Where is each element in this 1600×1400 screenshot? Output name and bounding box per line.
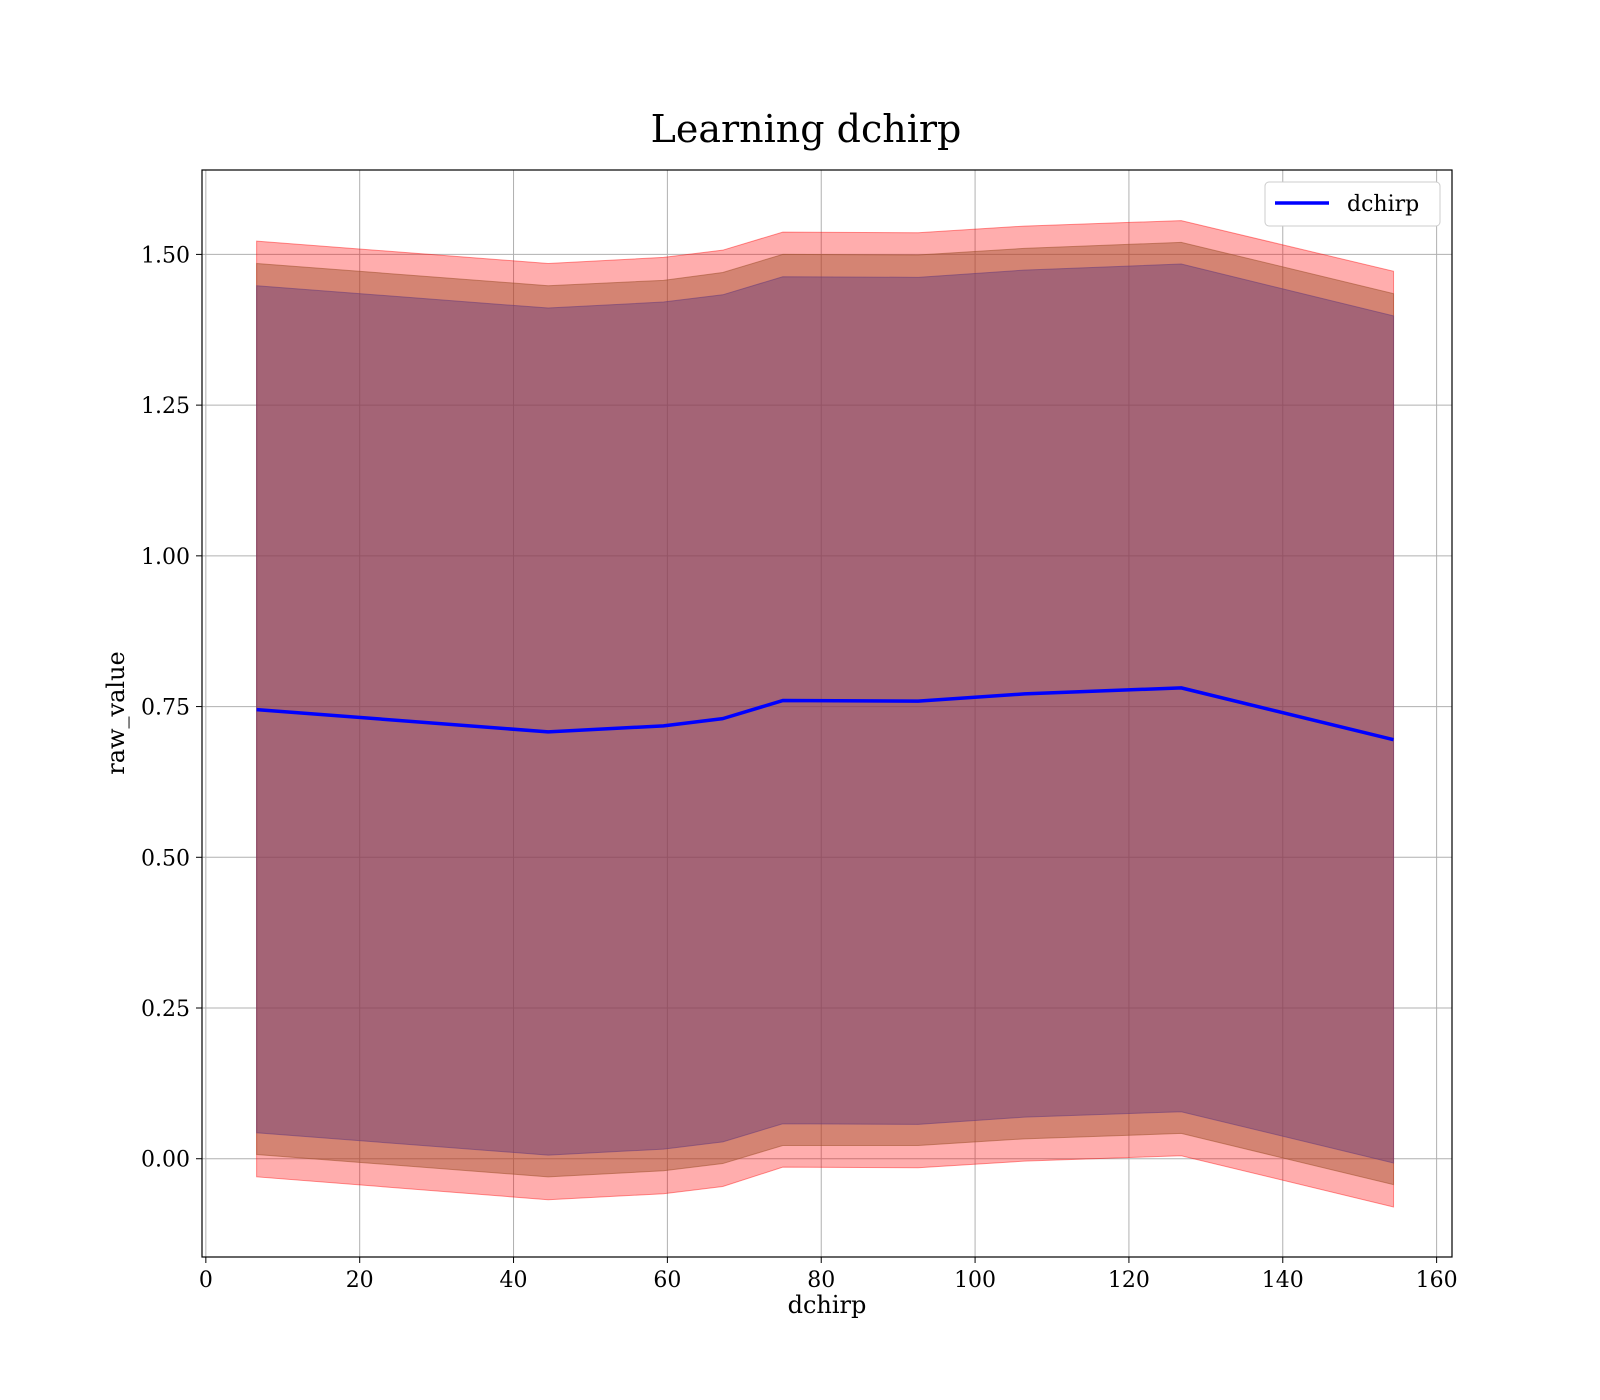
y-axis-label: raw_value bbox=[102, 651, 130, 775]
x-tick-label-8: 160 bbox=[1416, 1268, 1458, 1293]
band-1 bbox=[256, 241, 1395, 1186]
band-2 bbox=[256, 263, 1395, 1164]
legend-label-dchirp: dchirp bbox=[1347, 192, 1419, 217]
x-tick-label-5: 100 bbox=[954, 1268, 996, 1293]
series-lines bbox=[256, 686, 1394, 742]
grid-layer bbox=[202, 170, 1452, 1257]
y-tick-label-3: 0.75 bbox=[141, 696, 190, 721]
band-0 bbox=[256, 220, 1395, 1208]
y-tick-label-4: 1.00 bbox=[141, 545, 190, 570]
x-tick-label-7: 140 bbox=[1262, 1268, 1304, 1293]
legend-box bbox=[1264, 181, 1441, 227]
axis-ticks: 0 20 40 60 80 100 120 140 160 0.00 0.25 0.50 0.75 1.0… bbox=[141, 243, 1458, 1293]
x-tick-label-6: 120 bbox=[1108, 1268, 1150, 1293]
x-tick-label-0: 0 bbox=[199, 1268, 213, 1293]
x-tick-label-4: 80 bbox=[807, 1268, 835, 1293]
plot-frame bbox=[201, 169, 1453, 1258]
x-tick-label-2: 40 bbox=[500, 1268, 528, 1293]
y-tick-label-5: 1.25 bbox=[141, 394, 190, 419]
y-tick-label-2: 0.50 bbox=[141, 846, 190, 871]
chart-title: Learning dchirp bbox=[651, 107, 962, 151]
y-tick-label-6: 1.50 bbox=[141, 243, 190, 268]
y-tick-label-0: 0.00 bbox=[141, 1148, 190, 1173]
x-tick-label-3: 60 bbox=[653, 1268, 681, 1293]
y-tick-label-1: 0.25 bbox=[141, 997, 190, 1022]
legend: dchirp bbox=[1264, 181, 1441, 227]
x-tick-label-1: 20 bbox=[346, 1268, 374, 1293]
confidence-bands bbox=[256, 220, 1395, 1208]
x-axis-label: dchirp bbox=[788, 1291, 867, 1319]
